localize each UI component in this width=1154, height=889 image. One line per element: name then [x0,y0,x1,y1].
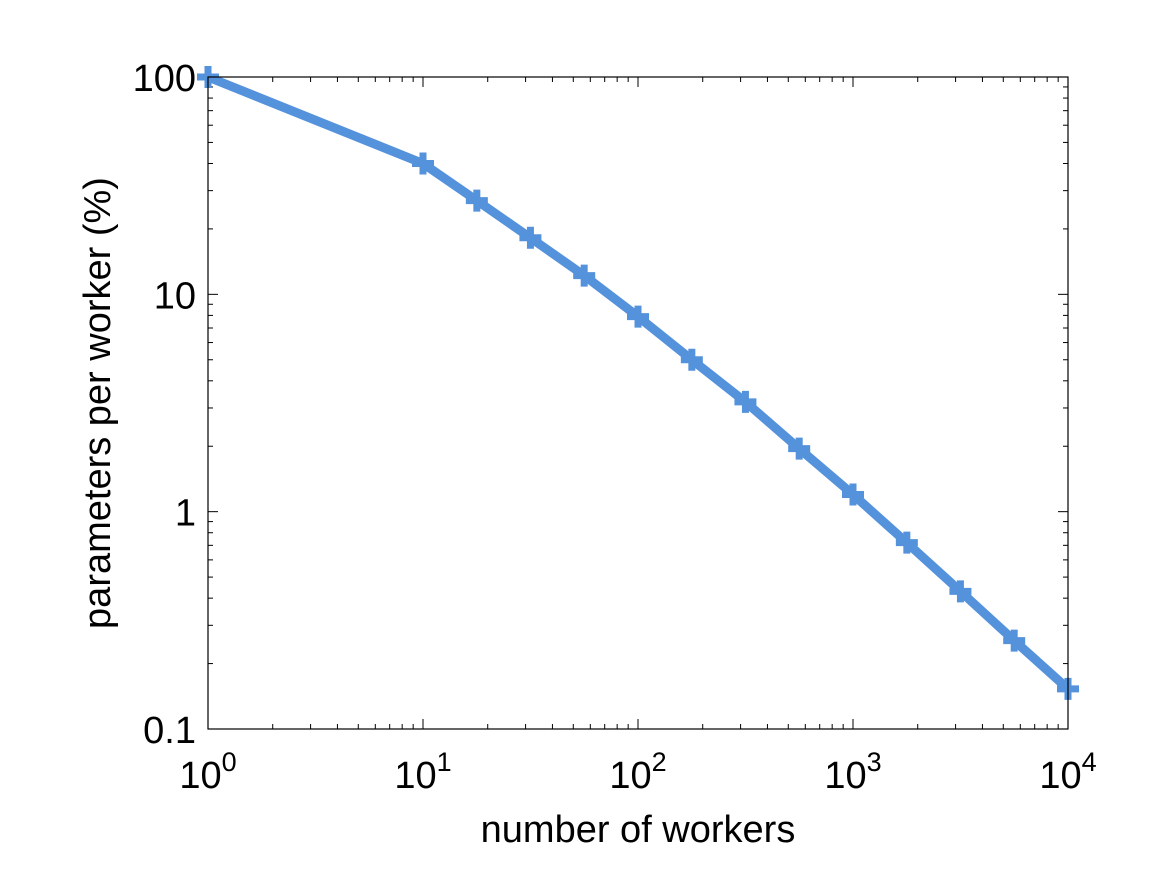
x-tick-label: 101 [394,747,451,797]
data-point-marker [627,305,649,328]
series-line [203,72,1073,694]
y-tick-label: 100 [133,58,196,100]
data-point-marker [465,189,488,212]
series-layer [197,66,1079,700]
data-point-marker [895,531,918,554]
x-tick-label: 103 [824,747,881,797]
data-point-marker [519,226,542,249]
y-tick-label: 1 [175,493,196,535]
y-tick-label: 10 [154,275,196,317]
y-axis-label: parameters per worker (%) [77,177,119,629]
data-point-marker [1003,629,1026,652]
data-point-marker [949,580,972,603]
x-axis-label: number of workers [481,809,796,851]
data-point-marker [842,483,864,506]
plot-frame [207,76,1069,730]
y-tick-label: 0.1 [143,710,196,752]
x-tick-label: 104 [1039,747,1096,797]
x-tick-label: 102 [609,747,666,797]
data-point-marker [412,152,434,175]
data-point-marker [788,437,811,460]
x-tick-labels: 100 101 102 103 104 [179,747,1096,797]
data-point-marker [734,390,757,413]
y-tick-labels: 100 10 1 0.1 [133,58,196,752]
major-ticks [207,76,1069,730]
data-point-marker [680,348,703,371]
data-point-marker [573,264,596,287]
x-tick-label: 100 [179,747,236,797]
minor-ticks [208,77,1068,729]
